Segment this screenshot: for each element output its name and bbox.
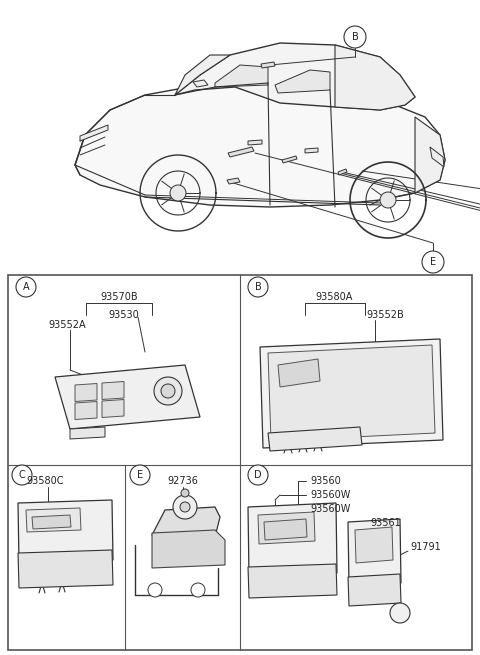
Text: B: B xyxy=(352,32,359,42)
Polygon shape xyxy=(175,43,415,110)
Text: 93561: 93561 xyxy=(370,518,401,528)
Circle shape xyxy=(130,465,150,485)
Polygon shape xyxy=(335,45,415,110)
Polygon shape xyxy=(193,80,208,87)
Text: 93570B: 93570B xyxy=(100,292,138,302)
Polygon shape xyxy=(338,169,347,175)
Polygon shape xyxy=(248,564,337,598)
Circle shape xyxy=(173,495,197,519)
Circle shape xyxy=(161,384,175,398)
Polygon shape xyxy=(260,339,443,448)
Text: D: D xyxy=(254,470,262,480)
Circle shape xyxy=(248,277,268,297)
Polygon shape xyxy=(264,519,307,540)
Polygon shape xyxy=(348,519,401,586)
Circle shape xyxy=(16,277,36,297)
Text: 93552B: 93552B xyxy=(366,310,404,320)
Polygon shape xyxy=(355,527,393,563)
Polygon shape xyxy=(268,427,362,451)
Text: 93560W: 93560W xyxy=(310,504,350,514)
Text: E: E xyxy=(430,257,436,267)
Polygon shape xyxy=(175,55,230,95)
Circle shape xyxy=(154,377,182,405)
Polygon shape xyxy=(305,148,318,153)
Circle shape xyxy=(380,192,396,208)
Polygon shape xyxy=(102,381,124,400)
Polygon shape xyxy=(275,70,330,93)
Polygon shape xyxy=(268,345,435,441)
Polygon shape xyxy=(152,530,225,568)
Circle shape xyxy=(181,489,189,497)
Circle shape xyxy=(344,26,366,48)
Circle shape xyxy=(180,502,190,512)
Text: B: B xyxy=(254,282,262,292)
Text: 93530: 93530 xyxy=(108,310,139,320)
Circle shape xyxy=(390,603,410,623)
Polygon shape xyxy=(430,147,444,167)
Text: C: C xyxy=(19,470,25,480)
Text: 93560: 93560 xyxy=(310,476,341,486)
Polygon shape xyxy=(261,62,275,68)
Circle shape xyxy=(148,583,162,597)
Polygon shape xyxy=(348,574,401,606)
Text: 93560W: 93560W xyxy=(310,490,350,500)
Polygon shape xyxy=(18,500,113,563)
Polygon shape xyxy=(215,65,268,87)
Polygon shape xyxy=(248,503,337,577)
Polygon shape xyxy=(80,125,108,141)
Text: E: E xyxy=(137,470,143,480)
Polygon shape xyxy=(32,515,71,529)
Text: 92736: 92736 xyxy=(168,476,198,486)
Circle shape xyxy=(170,185,186,201)
Polygon shape xyxy=(75,83,445,207)
Circle shape xyxy=(248,465,268,485)
Polygon shape xyxy=(415,117,445,193)
Polygon shape xyxy=(228,147,254,157)
Polygon shape xyxy=(70,427,105,439)
Polygon shape xyxy=(18,550,113,588)
Bar xyxy=(8,275,472,650)
Polygon shape xyxy=(282,156,297,163)
Text: 93580A: 93580A xyxy=(315,292,353,302)
Text: 93552A: 93552A xyxy=(48,320,85,330)
Polygon shape xyxy=(55,365,200,429)
Text: A: A xyxy=(23,282,29,292)
Polygon shape xyxy=(75,402,97,419)
Polygon shape xyxy=(152,507,220,550)
Text: 91791: 91791 xyxy=(410,542,441,552)
Polygon shape xyxy=(227,178,240,184)
Polygon shape xyxy=(75,383,97,402)
Polygon shape xyxy=(258,512,315,544)
Circle shape xyxy=(191,583,205,597)
Text: 93580C: 93580C xyxy=(26,476,63,486)
Circle shape xyxy=(12,465,32,485)
Polygon shape xyxy=(248,140,262,145)
Polygon shape xyxy=(278,359,320,387)
Circle shape xyxy=(422,251,444,273)
Polygon shape xyxy=(26,508,81,532)
Polygon shape xyxy=(102,400,124,417)
